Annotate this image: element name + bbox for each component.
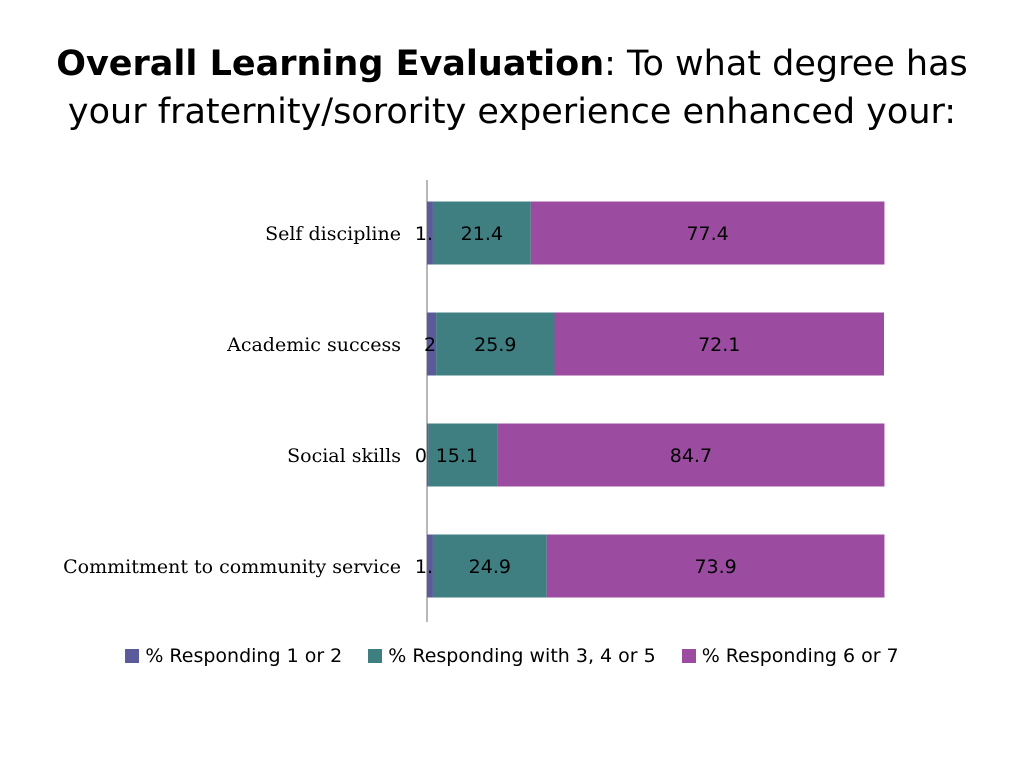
category-label: Commitment to community service [63,556,401,578]
data-label: 24.9 [469,556,511,578]
data-label: 73.9 [694,556,736,578]
bar-segment [427,423,429,487]
bar-segment [554,312,884,376]
legend-swatch [125,649,140,663]
bar-segment [546,534,885,598]
bar-segment [427,534,433,598]
legend-item: % Responding with 3, 4 or 5 [368,645,656,667]
legend-label: % Responding 6 or 7 [701,645,899,667]
bar-segment [427,312,437,376]
title-bold: Overall Learning Evaluation [56,44,605,84]
bar-segment [497,423,885,487]
category-label: Academic success [226,334,401,356]
bar-segment [436,312,555,376]
legend-label: % Responding 1 or 2 [145,645,343,667]
title-rest: : To what degree has your fraternity/sor… [67,44,968,132]
legend-item: % Responding 6 or 7 [681,645,899,667]
bar-segment [530,201,885,265]
data-label: 25.9 [474,334,516,356]
data-label: 21.4 [461,223,503,245]
data-label: 2 [424,334,436,356]
data-label: 77.4 [686,223,728,245]
data-label: 15.1 [436,445,478,467]
category-label: Social skills [287,445,401,467]
legend-label: % Responding with 3, 4 or 5 [388,645,656,667]
category-label: Self discipline [265,223,401,245]
legend-swatch [681,649,696,663]
data-label: 72.1 [698,334,740,356]
bar-segment [432,534,547,598]
legend-swatch [368,649,383,663]
data-label: 84.7 [670,445,712,467]
chart-title: Overall Learning Evaluation: To what deg… [40,40,984,136]
legend-item: % Responding 1 or 2 [125,645,342,667]
bar-segment [427,201,433,265]
bar-segment [432,201,531,265]
legend: % Responding 1 or 2 % Responding with 3, … [0,645,1024,667]
bar-segment [428,423,498,487]
